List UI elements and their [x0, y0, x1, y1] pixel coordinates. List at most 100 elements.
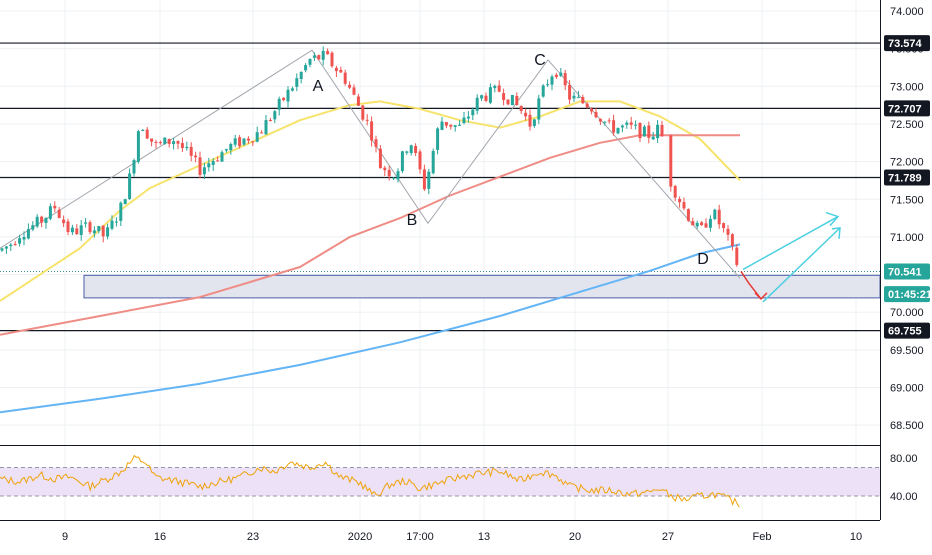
candle-body [185, 146, 189, 149]
candle-body [361, 105, 365, 120]
candle-body [255, 132, 259, 142]
time-tick-label: 9 [62, 531, 68, 543]
price-tick-label: 70.000 [890, 307, 924, 319]
candle-body [163, 137, 167, 145]
candle-body [352, 87, 356, 95]
candle-body [114, 221, 118, 223]
candle-body [343, 72, 347, 84]
abcd-pattern[interactable] [0, 49, 741, 279]
candle-body [541, 85, 545, 97]
red-projection-arrow[interactable] [740, 271, 762, 300]
horizontal-levels[interactable] [0, 42, 880, 332]
candle-body [405, 151, 409, 153]
candle-body [559, 72, 563, 76]
candle-body [242, 138, 246, 145]
candle-body [84, 222, 88, 224]
pattern-label-b: B [407, 212, 418, 229]
candle-body [154, 141, 158, 143]
candle-body [238, 137, 242, 147]
candle-body [299, 72, 303, 79]
candle-body [141, 130, 145, 131]
candle-body [370, 121, 374, 141]
price-tag-bg [884, 169, 930, 186]
candle-body [339, 69, 343, 73]
candle-body [207, 163, 211, 168]
candle-body [400, 151, 404, 172]
candle-body [18, 238, 22, 244]
candle-body [726, 228, 730, 235]
candle-body [700, 222, 704, 226]
candle-body [374, 139, 378, 147]
price-tag-label: 69.755 [888, 326, 922, 338]
price-tick-label: 69.000 [890, 383, 924, 395]
candle-body [484, 95, 488, 101]
candle-body [392, 177, 396, 179]
candle-body [422, 169, 426, 190]
candle-body [348, 84, 352, 88]
candle-body [532, 119, 536, 126]
candle-body [625, 122, 629, 125]
support-zone-rect[interactable] [83, 274, 881, 299]
pattern-label-d: D [697, 251, 709, 268]
candle-body [326, 51, 330, 55]
candle-body [638, 122, 642, 139]
candle-body [211, 161, 215, 165]
candle-body [550, 76, 554, 85]
candle-body [453, 125, 457, 127]
candle-body [462, 117, 466, 123]
price-tag-label: 72.707 [888, 103, 922, 115]
candle-body [704, 223, 708, 228]
candle-body [669, 135, 673, 187]
candle-body [26, 229, 30, 239]
rsi-tick-label: 80.00 [890, 453, 918, 465]
candle-body [246, 138, 250, 141]
candle-body [427, 171, 431, 189]
price-tag-bg [884, 35, 930, 52]
teal-arrow-head [825, 211, 840, 227]
candle-body [515, 96, 519, 105]
candles [0, 46, 739, 267]
candle-body [119, 202, 123, 221]
time-tick-label: 20 [569, 531, 581, 543]
candle-body [334, 67, 338, 72]
candle-body [471, 109, 475, 116]
candle-body [304, 65, 308, 71]
candle-body [110, 220, 114, 229]
candle-body [634, 124, 638, 126]
price-tick-label: 73.000 [890, 81, 924, 93]
candle-body [158, 142, 162, 144]
candle-body [647, 125, 651, 138]
candle-body [528, 114, 532, 127]
candle-body [220, 152, 224, 162]
abcd-pattern-line[interactable] [0, 49, 741, 279]
red-arrow-head [754, 292, 768, 300]
candle-body [554, 74, 558, 77]
candle-body [673, 186, 677, 198]
projection-arrows[interactable] [740, 211, 841, 303]
candle-body [383, 167, 387, 171]
candle-body [290, 88, 294, 91]
candle-body [440, 121, 444, 130]
candle-body [603, 121, 607, 123]
candle-body [418, 151, 422, 170]
candle-body [79, 225, 83, 235]
teal-projection-arrow[interactable] [762, 227, 841, 303]
candle-body [431, 151, 435, 174]
teal-projection-arrow[interactable] [742, 215, 839, 271]
candle-body [308, 59, 312, 65]
candle-body [594, 112, 598, 118]
support-zone[interactable] [83, 274, 881, 299]
candle-body [330, 52, 334, 67]
time-tick-label: 23 [247, 531, 259, 543]
candle-body [616, 127, 620, 134]
candle-body [229, 144, 233, 151]
candle-body [48, 206, 52, 219]
candle-body [202, 167, 206, 175]
pattern-labels: A B C D [313, 52, 709, 268]
candle-body [722, 223, 726, 229]
pattern-label-c: C [534, 52, 546, 69]
candle-body [524, 112, 528, 117]
candle-body [414, 146, 418, 153]
